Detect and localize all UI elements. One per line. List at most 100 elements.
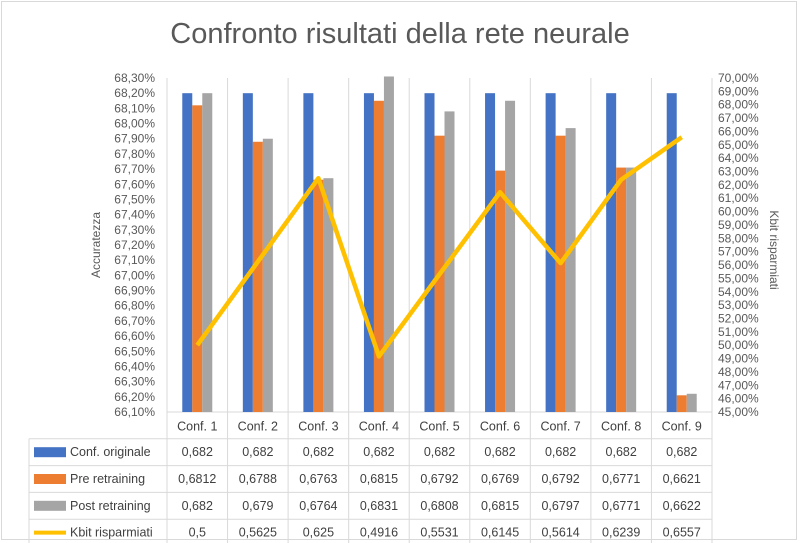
data-label: 0,6815 <box>481 499 519 513</box>
y-tick-label: 66,80% <box>114 299 155 313</box>
data-label: 0,5 <box>189 526 206 540</box>
y2-tick-label: 65,00% <box>718 138 759 152</box>
bar-pre-retraining <box>555 135 566 412</box>
y-tick-label: 68,00% <box>114 117 155 131</box>
y-tick-label: 66,30% <box>114 375 155 389</box>
bar-conf-originale <box>303 93 314 412</box>
y-tick-label: 67,10% <box>114 253 155 267</box>
data-label: 0,6771 <box>602 499 640 513</box>
y2-tick-label: 70,00% <box>718 71 759 85</box>
y2-tick-label: 45,00% <box>718 405 759 419</box>
bar-pre-retraining <box>252 141 263 412</box>
legend-key <box>34 474 66 484</box>
y2-tick-label: 46,00% <box>718 392 759 406</box>
y-tick-label: 66,60% <box>114 329 155 343</box>
data-label: 0,682 <box>363 445 394 459</box>
y-tick-label: 67,00% <box>114 268 155 282</box>
legend-key <box>34 500 66 511</box>
category-label: Conf. 6 <box>480 419 520 433</box>
data-label: 0,682 <box>545 445 576 459</box>
data-label: 0,6622 <box>663 499 701 513</box>
data-label: 0,682 <box>666 445 697 459</box>
y2-tick-label: 49,00% <box>718 352 759 366</box>
data-label: 0,6763 <box>299 472 337 486</box>
bar-post-retraining <box>565 128 576 412</box>
category-label: Conf. 9 <box>662 419 702 433</box>
data-label: 0,6792 <box>420 472 458 486</box>
y2-tick-label: 47,00% <box>718 378 759 392</box>
category-label: Conf. 8 <box>601 419 641 433</box>
y2-tick-label: 51,00% <box>718 325 759 339</box>
data-label: 0,6769 <box>481 472 519 486</box>
data-label: 0,682 <box>242 445 273 459</box>
y2-tick-label: 68,00% <box>718 98 759 112</box>
data-label: 0,6621 <box>663 472 701 486</box>
data-table: Conf. 1 Conf. 2 Conf. 3 Conf. 4 Conf. 5 Conf.… <box>34 419 702 540</box>
chart-title: Confronto risultati della rete neurale <box>170 18 630 50</box>
y2-tick-label: 52,00% <box>718 311 759 325</box>
data-label: 0,6812 <box>178 472 216 486</box>
y2-tick-label: 69,00% <box>718 84 759 98</box>
y2-tick-label: 58,00% <box>718 231 759 245</box>
data-label: 0,6239 <box>602 526 640 540</box>
y2-tick-label: 64,00% <box>718 151 759 165</box>
y2-tick-label: 67,00% <box>718 111 759 125</box>
data-label: 0,5614 <box>541 526 579 540</box>
y-tick-label: 67,60% <box>114 177 155 191</box>
series-name: Post retraining <box>70 499 151 513</box>
bars <box>182 76 697 413</box>
y-tick-label: 67,50% <box>114 192 155 206</box>
bar-post-retraining <box>262 138 273 412</box>
y-tick-label: 66,70% <box>114 314 155 328</box>
bar-conf-originale <box>606 93 617 412</box>
y-tick-label: 67,30% <box>114 223 155 237</box>
data-label: 0,6788 <box>239 472 277 486</box>
y2-tick-label: 60,00% <box>718 205 759 219</box>
bar-conf-originale <box>485 93 496 412</box>
category-label: Conf. 5 <box>419 419 459 433</box>
y-axis-title: Accuratezza <box>89 212 103 278</box>
data-label: 0,682 <box>303 445 334 459</box>
data-label: 0,6792 <box>541 472 579 486</box>
series-name: Pre retraining <box>70 472 145 486</box>
y2-tick-label: 56,00% <box>718 258 759 272</box>
y2-tick-label: 48,00% <box>718 365 759 379</box>
bar-post-retraining <box>383 76 394 413</box>
bar-conf-originale <box>242 93 253 412</box>
bar-pre-retraining <box>373 100 384 412</box>
y-tick-label: 67,70% <box>114 162 155 176</box>
series-name: Kbit risparmiati <box>70 526 153 540</box>
bar-post-retraining <box>505 100 516 412</box>
data-label: 0,6808 <box>420 499 458 513</box>
data-label: 0,682 <box>182 445 213 459</box>
bar-pre-retraining <box>192 105 203 412</box>
data-label: 0,6831 <box>360 499 398 513</box>
bar-pre-retraining <box>313 179 324 412</box>
line-series <box>195 135 684 359</box>
bar-conf-originale <box>182 93 193 412</box>
category-label: Conf. 7 <box>540 419 580 433</box>
bar-post-retraining <box>202 93 213 412</box>
data-label: 0,6557 <box>663 526 701 540</box>
y-tick-label: 66,90% <box>114 284 155 298</box>
legend-key <box>34 447 66 458</box>
y2-tick-label: 66,00% <box>718 124 759 138</box>
data-label: 0,5625 <box>239 526 277 540</box>
y2-tick-label: 50,00% <box>718 338 759 352</box>
y2-tick-label: 54,00% <box>718 285 759 299</box>
data-label: 0,6797 <box>541 499 579 513</box>
bar-conf-originale <box>424 93 435 412</box>
data-label: 0,4916 <box>360 526 398 540</box>
y-tick-label: 67,90% <box>114 132 155 146</box>
data-label: 0,682 <box>424 445 455 459</box>
y-tick-label: 66,50% <box>114 344 155 358</box>
category-label: Conf. 2 <box>238 419 278 433</box>
y2-axis-title: Kbit risparmiati <box>767 210 781 289</box>
data-label: 0,6764 <box>299 499 337 513</box>
y-tick-label: 66,20% <box>114 390 155 404</box>
y2-tick-label: 57,00% <box>718 245 759 259</box>
y-tick-label: 68,30% <box>114 71 155 85</box>
y-tick-label: 68,20% <box>114 86 155 100</box>
